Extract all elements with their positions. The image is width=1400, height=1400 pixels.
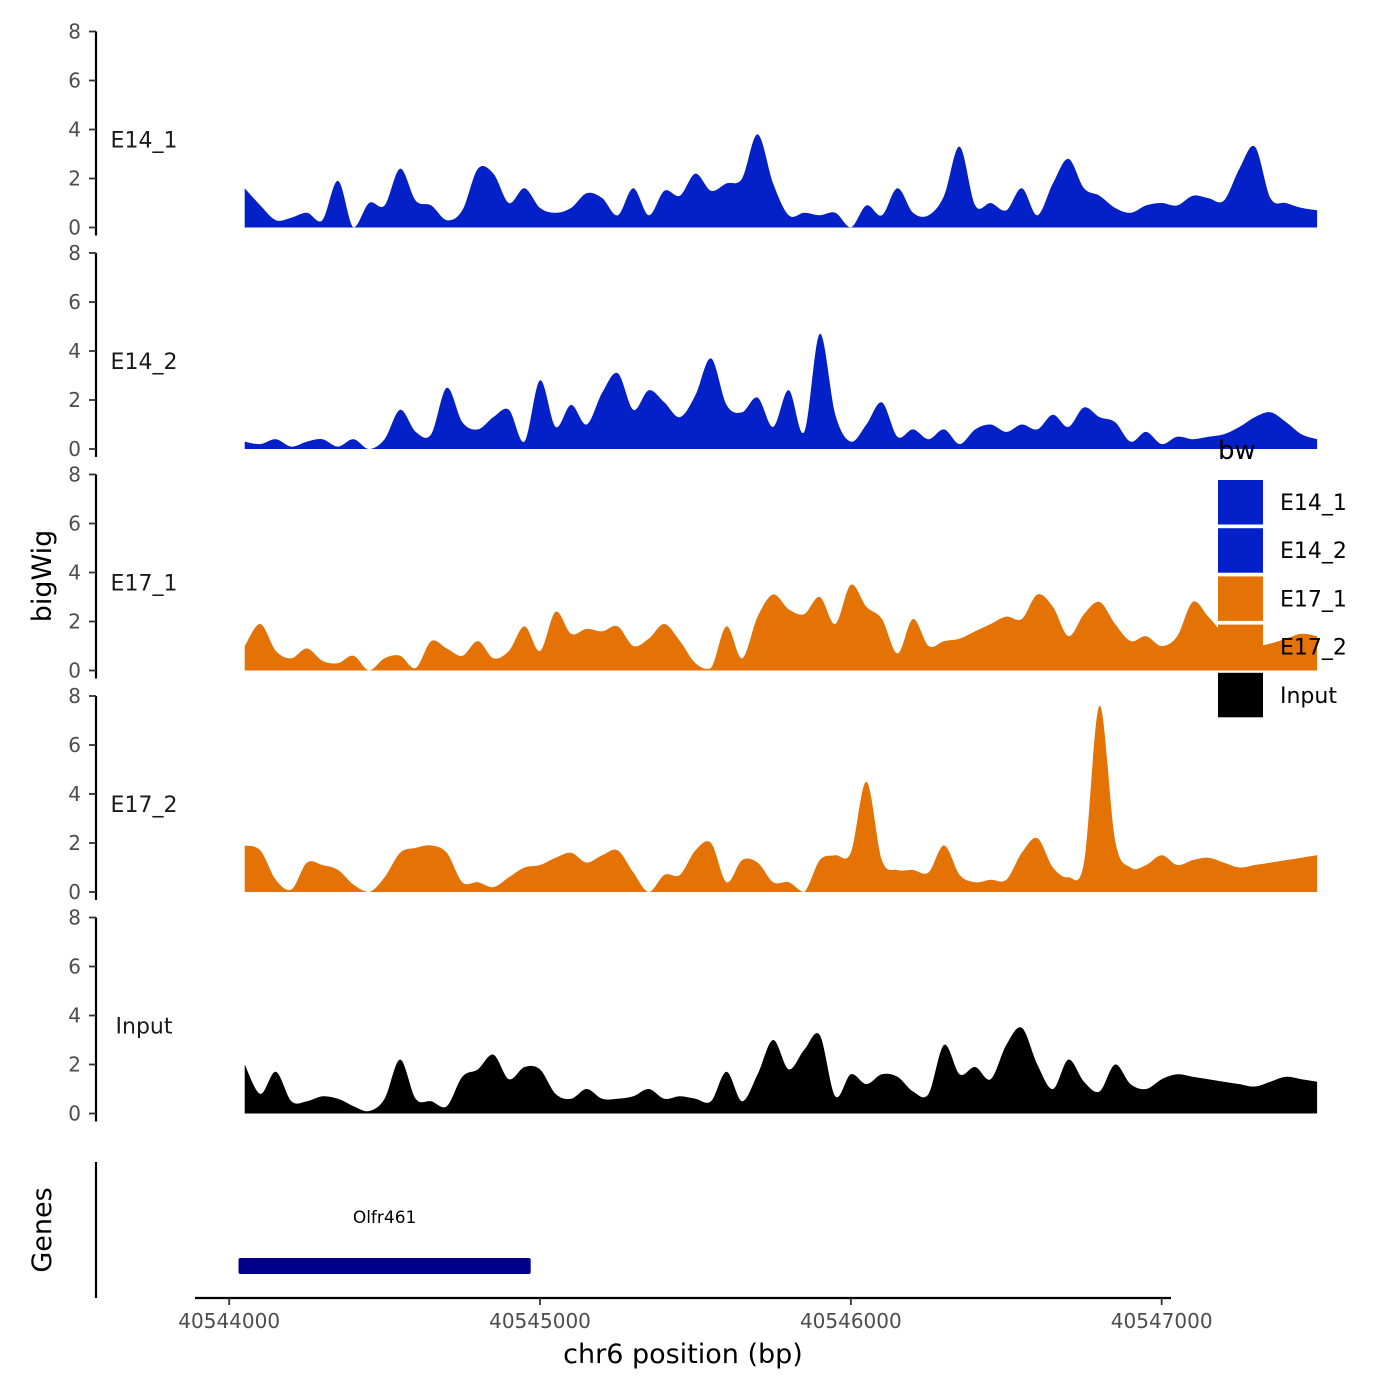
legend-label-e17-1: E17_1 <box>1280 587 1347 612</box>
legend-label-e14-1: E14_1 <box>1280 491 1347 516</box>
y-tick-label: 2 <box>68 1053 81 1077</box>
y-tick-label: 0 <box>68 437 81 461</box>
legend-title: bw <box>1218 436 1256 466</box>
x-tick-label: 40546000 <box>800 1309 902 1333</box>
genes-panel: Genes Olfr461 <box>27 1162 531 1298</box>
legend-label-input: Input <box>1280 684 1337 709</box>
legend-key-e17-1 <box>1218 576 1263 621</box>
y-tick-label: 6 <box>68 512 81 536</box>
genes-axis-title: Genes <box>27 1187 58 1272</box>
track-label: E14_1 <box>111 128 178 153</box>
y-tick-label: 4 <box>68 118 81 142</box>
track-e17-1: 0 2 4 6 8 E17_1 <box>68 463 1318 683</box>
gene-bar-olfr461 <box>238 1258 531 1274</box>
x-ticks: 40544000 40545000 40546000 40547000 <box>178 1298 1213 1333</box>
y-tick-label: 6 <box>68 955 81 979</box>
y-tick-label: 0 <box>68 216 81 240</box>
track-input: 0 2 4 6 8 Input <box>68 906 1318 1126</box>
track-e14-1: 0 2 4 6 8 E14_1 <box>68 20 1318 240</box>
coverage-area-e17-1 <box>244 584 1318 671</box>
legend-items: E14_1 E14_2 E17_1 E17_2 Input <box>1218 480 1347 718</box>
legend: bw E14_1 E14_2 E17_1 E17_2 Input <box>1218 436 1347 718</box>
y-tick-label: 0 <box>68 880 81 904</box>
y-tick-label: 4 <box>68 339 81 363</box>
y-tick-label: 8 <box>68 684 81 708</box>
legend-label-e14-2: E14_2 <box>1280 539 1347 564</box>
x-axis-title: chr6 position (bp) <box>563 1339 803 1370</box>
track-e17-2: 0 2 4 6 8 E17_2 <box>68 684 1318 904</box>
y-tick-label: 2 <box>68 831 81 855</box>
y-tick-label: 8 <box>68 463 81 487</box>
track-label: E14_2 <box>111 350 178 375</box>
y-tick-label: 4 <box>68 782 81 806</box>
y-tick-label: 6 <box>68 69 81 93</box>
y-tick-label: 2 <box>68 610 81 634</box>
legend-key-e17-2 <box>1218 624 1263 670</box>
y-tick-label: 2 <box>68 388 81 412</box>
y-axis-title: bigWig <box>27 530 58 623</box>
track-e14-2: 0 2 4 6 8 E14_2 <box>68 241 1318 461</box>
track-label: E17_2 <box>111 793 178 818</box>
gene-items: Olfr461 <box>238 1208 531 1274</box>
y-tick-label: 6 <box>68 733 81 757</box>
track-label: Input <box>116 1014 173 1039</box>
gene-label-olfr461: Olfr461 <box>353 1208 417 1228</box>
x-axis: 40544000 40545000 40546000 40547000 chr6 po… <box>178 1296 1213 1370</box>
y-tick-label: 0 <box>68 659 81 683</box>
x-tick-label: 40547000 <box>1111 1309 1213 1333</box>
y-tick-label: 0 <box>68 1102 81 1126</box>
legend-key-input <box>1218 672 1263 718</box>
coverage-tracks: 0 2 4 6 8 E14_1 0 2 4 6 8 E14_2 0 2 4 6 8 E17_1 0 2 4 6 8 E17_2… <box>68 20 1318 1126</box>
x-tick-label: 40545000 <box>489 1309 591 1333</box>
y-tick-label: 8 <box>68 906 81 930</box>
legend-key-e14-2 <box>1218 528 1263 573</box>
coverage-area-input <box>244 1027 1318 1114</box>
track-label: E17_1 <box>111 571 178 596</box>
y-tick-label: 8 <box>68 241 81 265</box>
y-tick-label: 4 <box>68 1004 81 1028</box>
y-tick-label: 4 <box>68 561 81 585</box>
y-tick-label: 6 <box>68 290 81 314</box>
y-tick-label: 2 <box>68 167 81 191</box>
coverage-area-e14-1 <box>244 134 1318 228</box>
coverage-area-e14-2 <box>244 333 1318 449</box>
coverage-area-e17-2 <box>244 705 1318 892</box>
y-tick-label: 8 <box>68 20 81 44</box>
legend-key-e14-1 <box>1218 480 1263 525</box>
legend-label-e17-2: E17_2 <box>1280 636 1347 661</box>
x-tick-label: 40544000 <box>178 1309 280 1333</box>
